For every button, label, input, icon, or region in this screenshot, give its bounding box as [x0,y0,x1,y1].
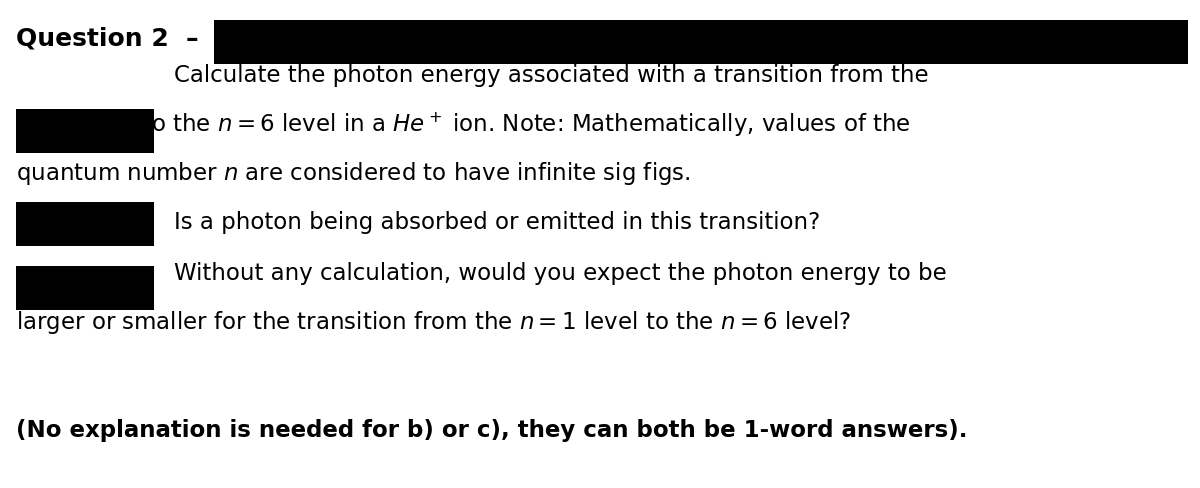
FancyBboxPatch shape [214,20,1188,64]
Text: Question 2: Question 2 [16,27,168,51]
Text: (No explanation is needed for b) or c), they can both be 1-word answers).: (No explanation is needed for b) or c), … [16,418,967,441]
Text: $n = 2$ level to the $n = 6$ level in a $\mathit{He}^+$ ion. Note: Mathematicall: $n = 2$ level to the $n = 6$ level in a … [16,110,911,139]
Text: Calculate the photon energy associated with a transition from the: Calculate the photon energy associated w… [174,64,929,87]
Text: Without any calculation, would you expect the photon energy to be: Without any calculation, would you expec… [174,262,947,285]
FancyBboxPatch shape [16,110,154,154]
FancyBboxPatch shape [16,203,154,246]
Text: –: – [186,27,199,51]
Text: quantum number $n$ are considered to have infinite sig figs.: quantum number $n$ are considered to hav… [16,160,690,187]
FancyBboxPatch shape [16,266,154,310]
Text: larger or smaller for the transition from the $n = 1$ level to the $n = 6$ level: larger or smaller for the transition fro… [16,308,851,336]
Text: Is a photon being absorbed or emitted in this transition?: Is a photon being absorbed or emitted in… [174,210,821,234]
